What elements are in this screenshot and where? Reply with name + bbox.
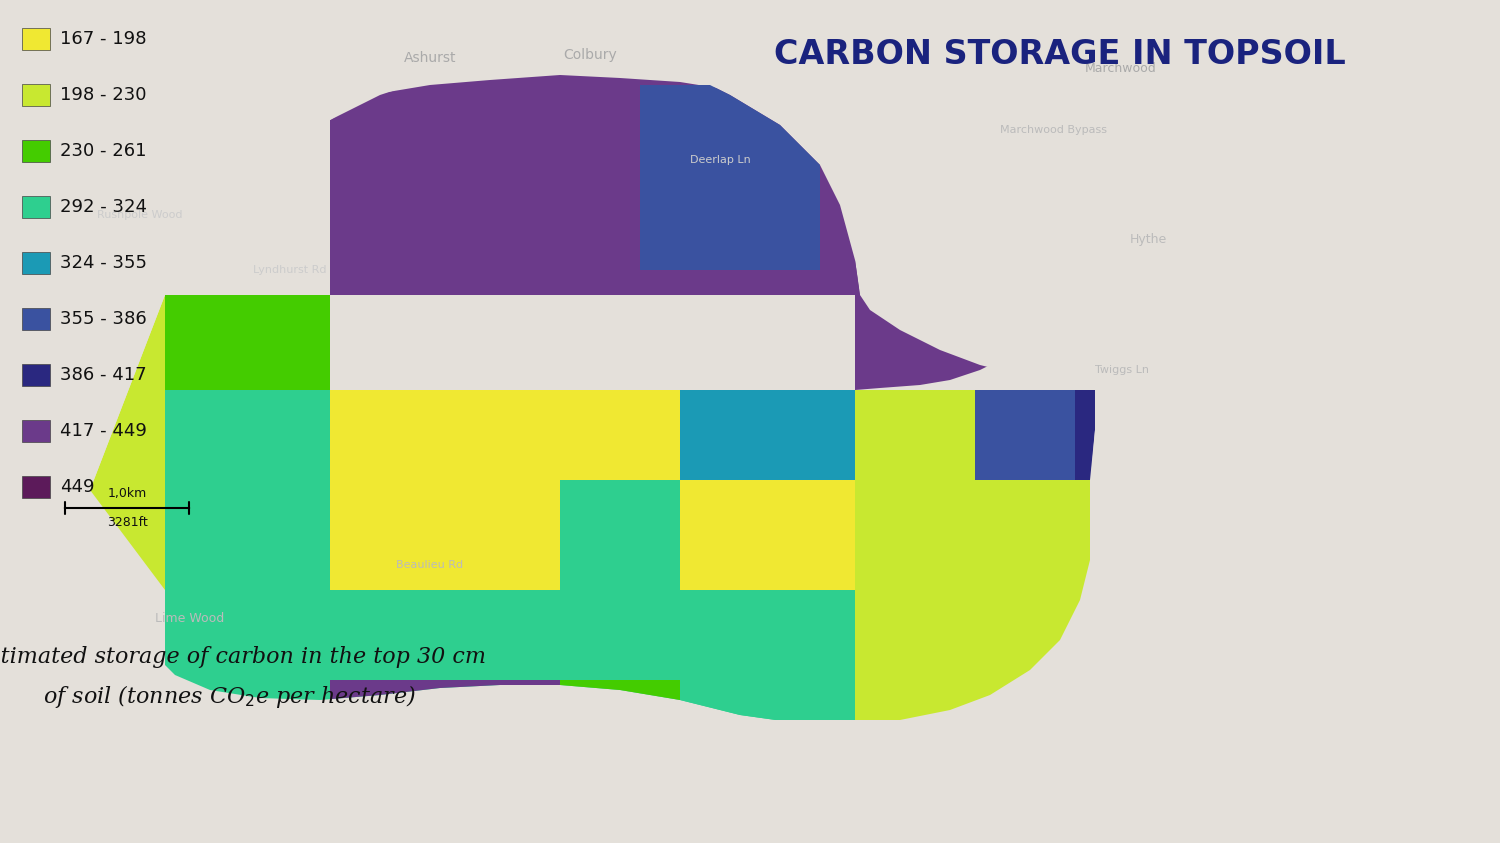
Text: 355 - 386: 355 - 386 bbox=[60, 310, 147, 328]
Text: 292 - 324: 292 - 324 bbox=[60, 198, 147, 216]
Polygon shape bbox=[855, 390, 975, 480]
Polygon shape bbox=[330, 480, 560, 590]
Polygon shape bbox=[22, 140, 50, 162]
Text: Marchwood Bypass: Marchwood Bypass bbox=[1000, 125, 1107, 135]
Text: Rushpole Wood: Rushpole Wood bbox=[98, 210, 183, 220]
Text: of soil (tonnes CO$_2$e per hectare): of soil (tonnes CO$_2$e per hectare) bbox=[44, 683, 417, 710]
Text: Marchwood: Marchwood bbox=[1084, 62, 1156, 74]
Polygon shape bbox=[165, 480, 330, 590]
Text: Lime Wood: Lime Wood bbox=[156, 611, 225, 625]
Text: 3281ft: 3281ft bbox=[106, 516, 147, 529]
Polygon shape bbox=[680, 480, 855, 590]
Polygon shape bbox=[22, 84, 50, 106]
Text: 417 - 449: 417 - 449 bbox=[60, 422, 147, 440]
Text: Twiggs Ln: Twiggs Ln bbox=[1095, 365, 1149, 375]
Text: 167 - 198: 167 - 198 bbox=[60, 30, 147, 48]
Text: 230 - 261: 230 - 261 bbox=[60, 142, 147, 160]
Polygon shape bbox=[560, 390, 680, 480]
Polygon shape bbox=[975, 390, 1090, 480]
Polygon shape bbox=[165, 295, 330, 480]
Polygon shape bbox=[560, 590, 855, 720]
Text: 1,0km: 1,0km bbox=[108, 487, 147, 500]
Text: 198 - 230: 198 - 230 bbox=[60, 86, 147, 104]
Polygon shape bbox=[165, 590, 560, 720]
Polygon shape bbox=[22, 420, 50, 442]
Text: 449: 449 bbox=[60, 478, 94, 496]
Polygon shape bbox=[330, 390, 560, 480]
Polygon shape bbox=[90, 295, 330, 590]
Polygon shape bbox=[165, 390, 330, 480]
Polygon shape bbox=[22, 308, 50, 330]
Polygon shape bbox=[22, 196, 50, 218]
Polygon shape bbox=[1076, 390, 1095, 480]
Text: Ashurst: Ashurst bbox=[404, 51, 456, 65]
Polygon shape bbox=[22, 28, 50, 50]
Polygon shape bbox=[855, 590, 1090, 720]
Text: Deerlap Ln: Deerlap Ln bbox=[690, 155, 750, 165]
Polygon shape bbox=[560, 480, 680, 590]
Text: 386 - 417: 386 - 417 bbox=[60, 366, 147, 384]
Polygon shape bbox=[22, 476, 50, 498]
Polygon shape bbox=[22, 252, 50, 274]
Text: Colbury: Colbury bbox=[562, 48, 616, 62]
Text: Beaulieu Rd: Beaulieu Rd bbox=[396, 560, 464, 570]
Text: CARBON STORAGE IN TOPSOIL: CARBON STORAGE IN TOPSOIL bbox=[774, 38, 1346, 71]
Polygon shape bbox=[330, 75, 860, 295]
Text: 324 - 355: 324 - 355 bbox=[60, 254, 147, 272]
Text: Hythe: Hythe bbox=[1130, 234, 1167, 246]
Polygon shape bbox=[640, 85, 821, 270]
Text: Estimated storage of carbon in the top 30 cm: Estimated storage of carbon in the top 3… bbox=[0, 646, 486, 668]
Polygon shape bbox=[855, 125, 1076, 390]
Polygon shape bbox=[560, 680, 680, 720]
Polygon shape bbox=[680, 390, 855, 480]
Polygon shape bbox=[22, 364, 50, 386]
Polygon shape bbox=[330, 680, 560, 720]
Polygon shape bbox=[855, 480, 1090, 590]
Polygon shape bbox=[680, 680, 855, 720]
Text: Lyndhurst Rd: Lyndhurst Rd bbox=[254, 265, 327, 275]
